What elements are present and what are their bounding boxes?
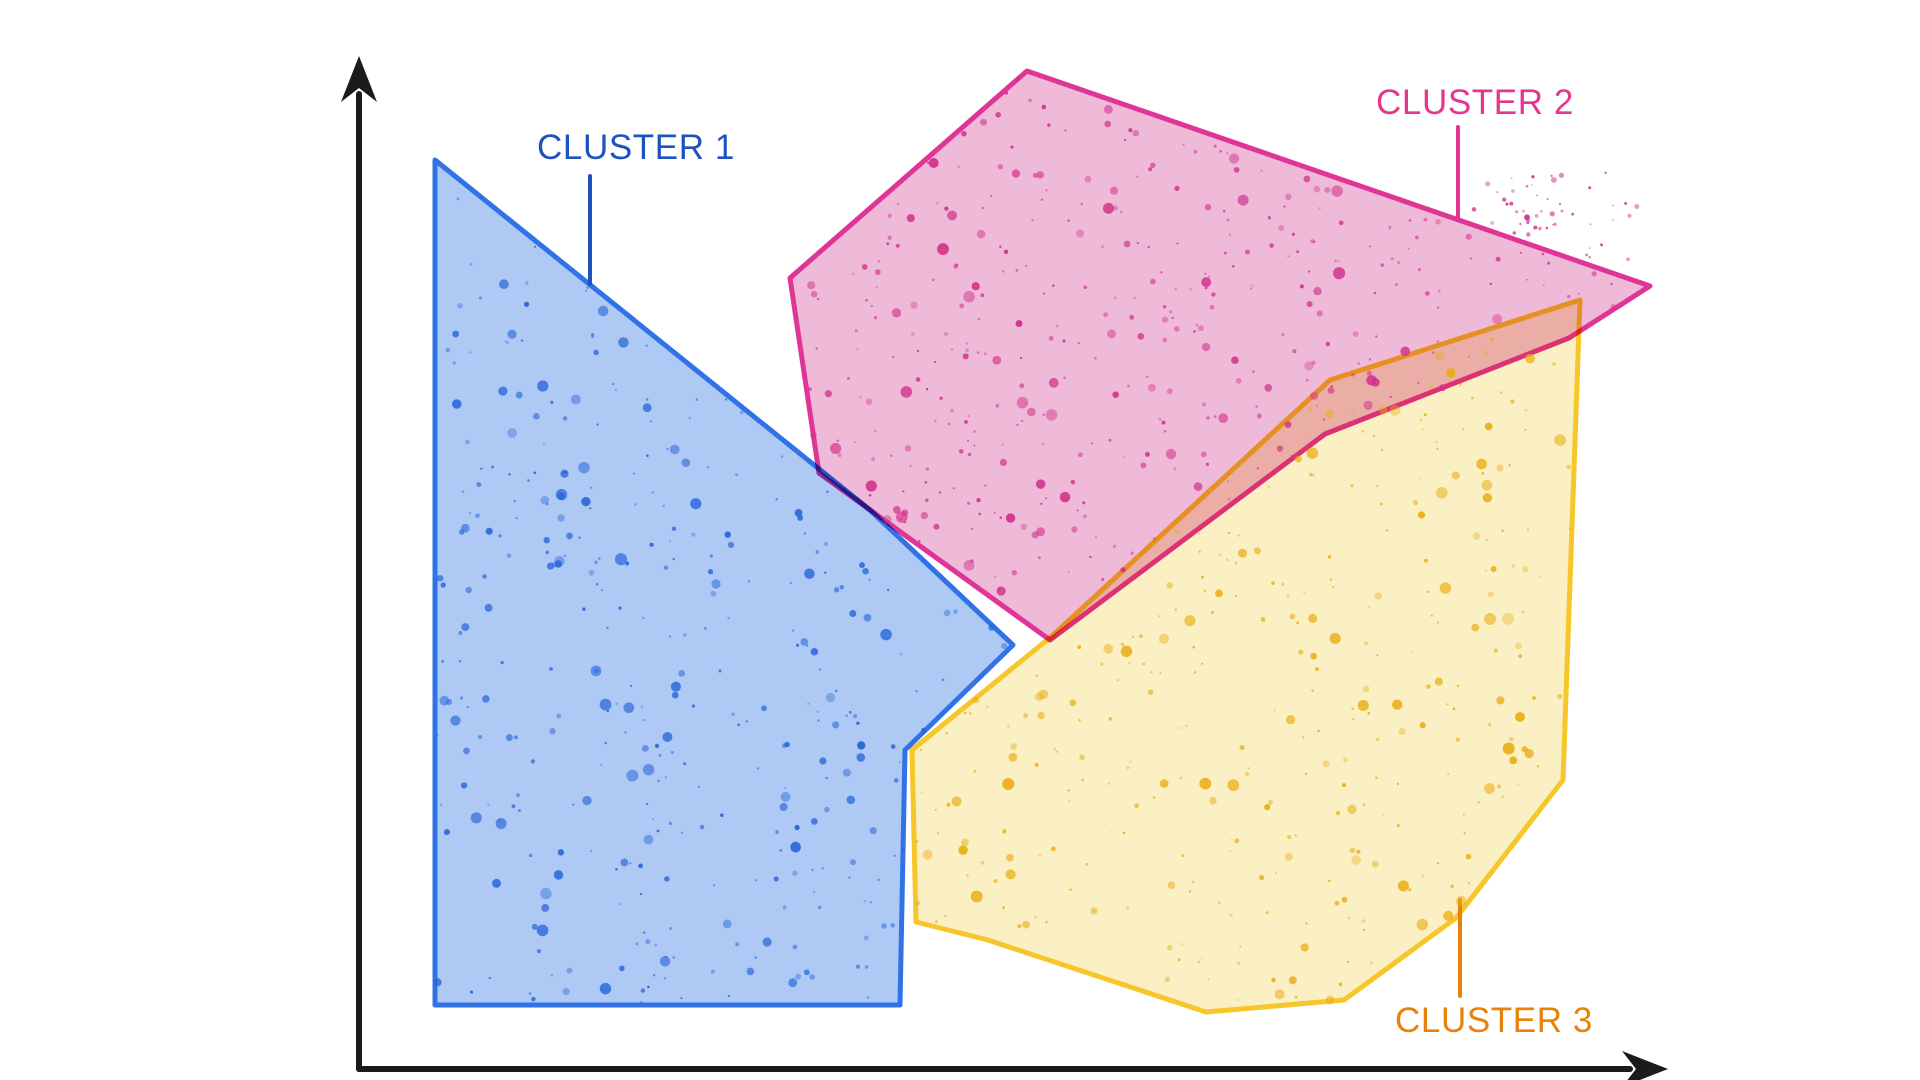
y-axis-arrowhead [341,56,377,102]
cluster-3-dots [915,319,1575,1005]
cluster-1-label: CLUSTER 1 [537,128,735,167]
cluster-3-label: CLUSTER 3 [1395,1001,1593,1040]
cluster-2-label: CLUSTER 2 [1376,83,1574,122]
x-axis-arrowhead [1622,1051,1668,1080]
cluster-3-region [909,297,1583,1015]
cluster-1-dots [433,197,1008,1005]
cluster-2-dots [807,76,1640,596]
